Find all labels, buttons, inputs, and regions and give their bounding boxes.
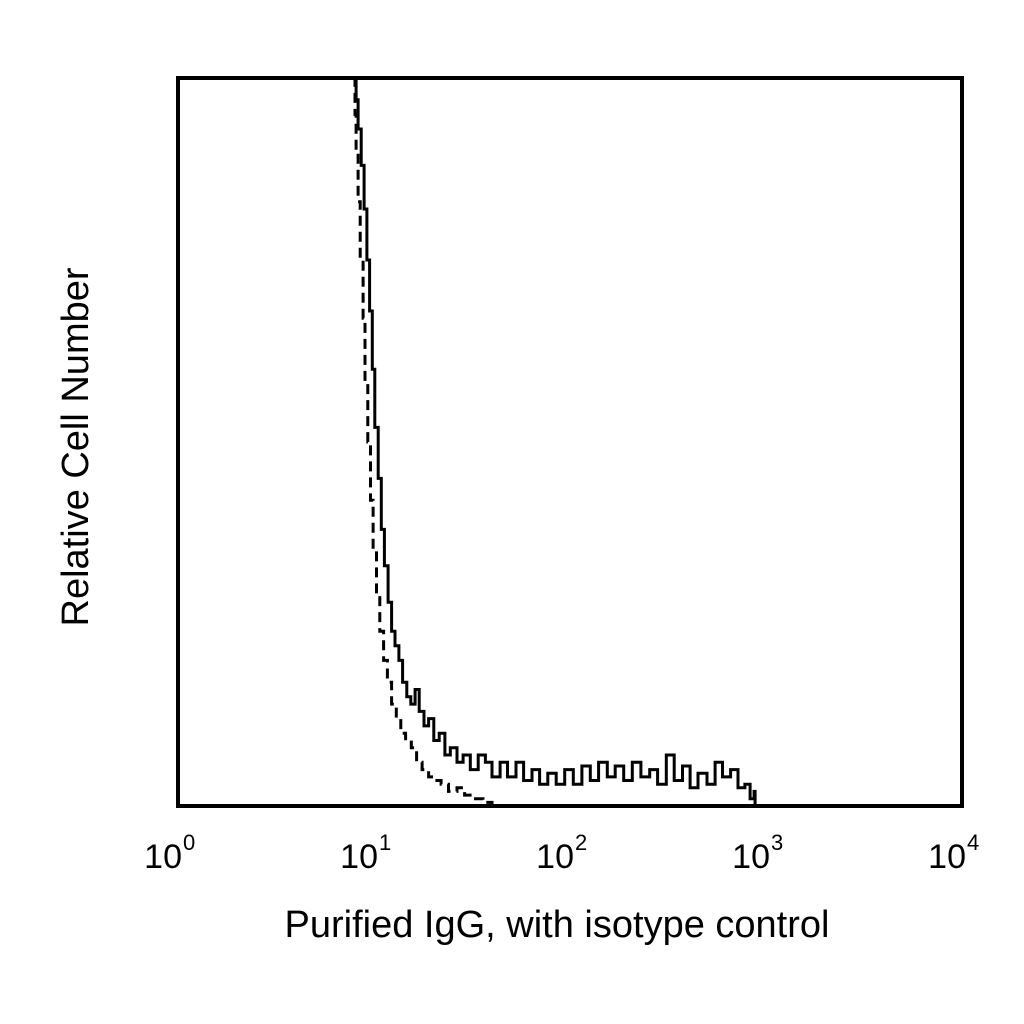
x-tick-label: 10 3 — [732, 830, 783, 876]
x-tick-base: 10 — [340, 838, 378, 876]
x-tick-base: 10 — [732, 838, 770, 876]
y-axis-title: Relative Cell Number — [55, 267, 97, 626]
x-tick-base: 10 — [536, 838, 574, 876]
series-isotype-control-dashed — [353, 76, 494, 806]
x-tick-exponent: 0 — [183, 830, 195, 855]
x-tick-label: 10 0 — [144, 830, 195, 876]
series-layer — [353, 76, 757, 806]
x-axis-title: Purified IgG, with isotype control — [285, 904, 830, 946]
x-tick-label: 10 2 — [536, 830, 587, 876]
x-tick-base: 10 — [144, 838, 182, 876]
x-tick-label: 10 1 — [340, 830, 391, 876]
x-tick-base: 10 — [928, 838, 966, 876]
plot-frame — [176, 76, 964, 808]
x-tick-label: 10 4 — [928, 830, 979, 876]
x-tick-exponent: 4 — [967, 830, 979, 855]
x-tick-labels: 10 0 10 1 10 2 10 3 10 4 — [144, 830, 979, 876]
x-tick-exponent: 3 — [771, 830, 783, 855]
series-purified-igg-solid — [354, 76, 757, 806]
x-tick-exponent: 1 — [379, 830, 391, 855]
x-tick-exponent: 2 — [575, 830, 587, 855]
